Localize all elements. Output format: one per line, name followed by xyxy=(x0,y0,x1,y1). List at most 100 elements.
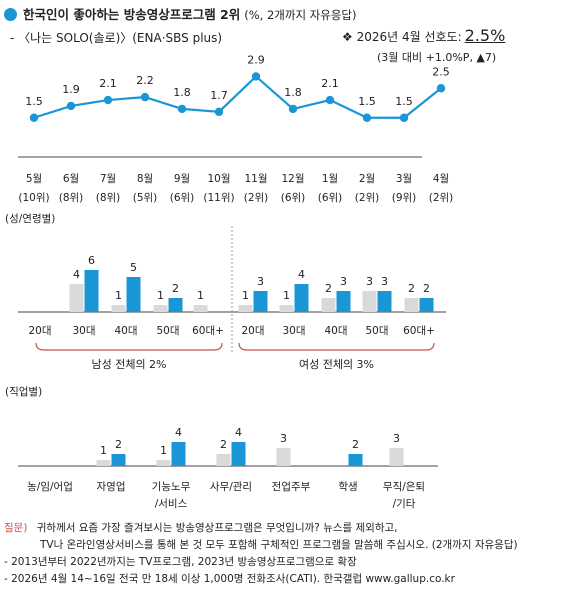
rank-label: (6위) xyxy=(318,191,343,204)
question-line-1: 귀하께서 요즘 가장 즐겨보시는 방송영상프로그램은 무엇입니까? 뉴스를 제외… xyxy=(36,522,398,534)
footer-note-1: - 2013년부터 2022년까지는 TV프로그램, 2023년 방송영상프로그… xyxy=(4,556,357,568)
data-label: 2.1 xyxy=(321,77,339,90)
bar-series-1 xyxy=(96,460,111,466)
bar-value-label: 3 xyxy=(257,275,264,288)
age-tick-label: 50대 xyxy=(365,325,388,337)
bar-value-label: 3 xyxy=(366,275,373,288)
bar-series-1 xyxy=(69,284,84,312)
section-label-gender-age: (성/연령별) xyxy=(5,213,55,225)
bar-series-1 xyxy=(404,298,419,312)
bar-series-2 xyxy=(253,291,268,312)
x-tick-label: 10월 xyxy=(207,173,230,185)
occupation-tick-label: /기타 xyxy=(393,498,416,510)
question-block: 질문) 귀하께서 요즘 가장 즐겨보시는 방송영상프로그램은 무엇입니까? 뉴스… xyxy=(4,520,518,588)
data-label: 1.7 xyxy=(210,89,228,102)
rank-label: (6위) xyxy=(281,191,306,204)
bar-value-label: 3 xyxy=(280,432,287,445)
bar-value-label: 1 xyxy=(115,289,122,302)
data-point xyxy=(103,95,113,105)
rank-label: (2위) xyxy=(429,191,454,204)
data-point xyxy=(288,104,298,114)
age-tick-label: 30대 xyxy=(72,325,95,337)
group-bracket xyxy=(238,342,435,351)
data-point xyxy=(399,113,409,122)
bar-value-label: 1 xyxy=(242,289,249,302)
x-tick-label: 8월 xyxy=(137,173,153,185)
bar-series-1 xyxy=(279,305,294,312)
preference-label: ❖ 2026년 4월 선호도: xyxy=(342,30,462,44)
occupation-tick-label: 학생 xyxy=(338,481,357,493)
x-tick-label: 4월 xyxy=(433,173,449,185)
data-label: 1.5 xyxy=(25,95,43,108)
rank-label: (2위) xyxy=(244,191,269,204)
bar-series-1 xyxy=(362,291,377,312)
age-tick-label: 60대+ xyxy=(192,325,224,337)
chart-title: 한국인이 좋아하는 방송영상프로그램 2위 (%, 2개까지 자유응답) xyxy=(4,4,357,23)
occupation-tick-label: 농/임/어업 xyxy=(27,480,73,493)
bar-value-label: 1 xyxy=(160,444,167,457)
bar-value-label: 3 xyxy=(381,275,388,288)
bar-series-1 xyxy=(111,305,126,312)
data-label: 1.5 xyxy=(395,95,413,108)
data-label: 1.9 xyxy=(62,83,80,96)
rank-label: (6위) xyxy=(170,191,195,204)
occupation-tick-label: 사무/관리 xyxy=(210,481,252,493)
bar-series-1 xyxy=(321,298,336,312)
x-tick-label: 3월 xyxy=(396,173,412,185)
rank-label: (2위) xyxy=(355,191,380,204)
bar-value-label: 2 xyxy=(115,438,122,451)
bar-value-label: 1 xyxy=(283,289,290,302)
bar-value-label: 2 xyxy=(408,282,415,295)
data-point xyxy=(140,92,150,102)
bar-value-label: 2 xyxy=(325,282,332,295)
data-label: 2.5 xyxy=(432,65,450,78)
bar-value-label: 4 xyxy=(73,268,80,281)
occupation-tick-label: 기능노무 xyxy=(152,481,191,493)
group-total-label: 여성 전체의 3% xyxy=(299,358,374,371)
bar-value-label: 4 xyxy=(235,426,242,439)
age-tick-label: 40대 xyxy=(324,325,347,337)
data-point xyxy=(214,107,224,117)
bar-value-label: 2 xyxy=(172,282,179,295)
occupation-tick-label: 무직/은퇴 xyxy=(383,481,425,493)
rank-label: (8위) xyxy=(96,191,121,204)
bar-series-2 xyxy=(168,298,183,312)
data-label: 1.8 xyxy=(284,86,302,99)
bar-value-label: 2 xyxy=(423,282,430,295)
x-tick-label: 6월 xyxy=(63,173,79,185)
rank-label: (9위) xyxy=(392,191,417,204)
x-tick-label: 11월 xyxy=(244,173,267,185)
bar-value-label: 2 xyxy=(352,438,359,451)
rank-label: (8위) xyxy=(59,191,84,204)
bar-value-label: 1 xyxy=(197,289,204,302)
bar-value-label: 2 xyxy=(220,438,227,451)
bar-value-label: 4 xyxy=(298,268,305,281)
bar-value-label: 1 xyxy=(100,444,107,457)
title-bullet-icon xyxy=(4,8,17,21)
age-tick-label: 20대 xyxy=(28,325,51,337)
bar-series-1 xyxy=(193,305,208,312)
bar-value-label: 1 xyxy=(157,289,164,302)
age-tick-label: 50대 xyxy=(156,325,179,337)
question-label: 질문) xyxy=(4,522,28,534)
data-label: 2.2 xyxy=(136,74,154,87)
x-tick-label: 9월 xyxy=(174,173,190,185)
data-point xyxy=(436,84,446,93)
x-tick-label: 2월 xyxy=(359,173,375,185)
data-point xyxy=(66,101,76,111)
footer-note-2: - 2026년 4월 14~16일 전국 만 18세 이상 1,000명 전화조… xyxy=(4,573,455,585)
data-label: 2.9 xyxy=(247,53,265,66)
section-label-occupation: (직업별) xyxy=(5,385,42,398)
series-line xyxy=(33,74,442,119)
group-bracket xyxy=(35,342,223,351)
occupation-tick-label: 전업주부 xyxy=(272,480,311,493)
age-tick-label: 30대 xyxy=(282,325,305,337)
age-tick-label: 40대 xyxy=(114,325,137,337)
preference-value: 2.5% xyxy=(464,26,506,45)
bar-series-2 xyxy=(294,284,309,312)
x-tick-label: 7월 xyxy=(100,173,116,185)
bar-series-2 xyxy=(171,442,186,466)
data-point xyxy=(29,113,39,122)
bar-series-1 xyxy=(389,448,404,466)
